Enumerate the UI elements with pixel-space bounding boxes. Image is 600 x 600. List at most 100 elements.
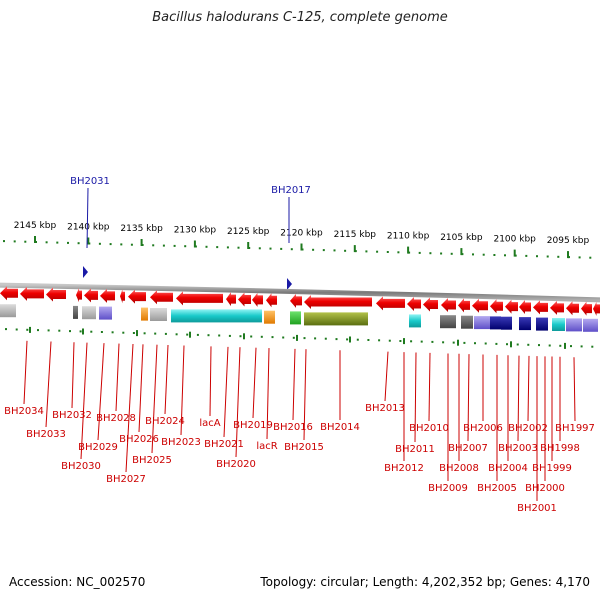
lower-minor-tick	[47, 329, 50, 332]
lower-minor-tick	[484, 342, 487, 345]
gene-arrow-icon	[238, 292, 251, 307]
gene-leader-line	[80, 342, 88, 460]
lower-minor-tick	[228, 334, 231, 337]
lower-minor-tick	[58, 329, 61, 332]
lower-minor-tick	[132, 332, 135, 334]
marker-leader-line	[86, 187, 89, 249]
feature-block	[552, 318, 565, 331]
lower-minor-tick	[516, 343, 519, 346]
scale-minor-tick	[472, 253, 474, 256]
lower-minor-tick	[69, 330, 71, 333]
gene-label: BH2033	[26, 429, 66, 440]
lower-minor-tick	[196, 333, 199, 336]
scale-minor-tick	[56, 241, 59, 244]
gene-arrow-icon	[376, 296, 405, 311]
scale-minor-tick	[77, 242, 80, 245]
gene-label: BH2010	[409, 423, 449, 434]
lower-minor-tick	[335, 338, 338, 341]
scale-major-tick	[87, 237, 90, 245]
gene-arrow-icon	[150, 290, 173, 305]
lower-minor-tick	[111, 331, 114, 334]
feature-block	[440, 315, 456, 329]
lower-major-tick	[457, 339, 459, 346]
lower-minor-tick	[324, 337, 327, 340]
scale-major-tick	[140, 239, 143, 246]
scale-minor-tick	[312, 248, 315, 251]
lower-minor-tick	[260, 335, 263, 338]
gene-leader-line	[467, 354, 470, 442]
marker-label: BH2031	[70, 176, 110, 187]
gene-label: BH2008	[439, 463, 479, 474]
lower-major-tick	[189, 331, 191, 338]
gene-arrow-icon	[100, 288, 115, 303]
gene-label: BH2020	[216, 459, 256, 470]
feature-block	[409, 314, 421, 328]
scale-ticks	[3, 236, 592, 259]
gene-arrow-icon	[566, 301, 579, 316]
gene-arrow-icon	[533, 300, 548, 315]
feature-block	[566, 318, 582, 332]
feature-block	[461, 315, 473, 329]
scale-major-tick	[247, 242, 250, 249]
gene-label: BH2004	[488, 463, 528, 474]
gene-label: BH2011	[395, 444, 435, 455]
gene-leader-line	[428, 352, 431, 422]
lower-minor-tick	[303, 337, 306, 340]
feature-block	[304, 312, 368, 326]
gene-label: BH2034	[4, 406, 44, 417]
gene-label: BH2032	[52, 410, 92, 421]
scale-minor-tick	[397, 251, 400, 254]
scale-label: 2145 kbp	[14, 221, 57, 231]
gene-label: BH2027	[106, 474, 146, 485]
feature-block	[73, 305, 78, 319]
scale-minor-tick	[429, 252, 432, 255]
gene-label: BH2025	[132, 455, 172, 466]
scale-minor-tick	[173, 244, 176, 247]
scale-minor-tick	[162, 244, 165, 247]
scale-minor-tick	[504, 254, 506, 257]
scale-label: 2105 kbp	[440, 233, 483, 243]
gene-leader-line	[71, 342, 75, 409]
lower-minor-tick	[495, 342, 498, 345]
gene-arrow-icon	[226, 292, 236, 307]
lower-major-tick	[564, 342, 566, 349]
lower-minor-tick	[378, 339, 381, 342]
scale-major-tick	[460, 248, 463, 256]
gene-leader-line	[252, 347, 257, 419]
scale-minor-tick	[344, 249, 347, 252]
gene-leader-line	[292, 348, 296, 421]
gene-label: BH2012	[384, 463, 424, 474]
scale-major-tick	[34, 236, 36, 243]
scale-labels: 2145 kbp 2140 kbp 2135 kbp 2130 kbp 2125 kbp…	[14, 221, 590, 246]
gene-label: BH2023	[161, 437, 201, 448]
gene-leader-line	[180, 345, 185, 436]
scale-minor-tick	[536, 255, 538, 258]
lower-tick-row	[5, 326, 594, 349]
gene-arrow-icon	[176, 291, 223, 306]
lower-minor-tick	[506, 343, 508, 346]
page-title: Bacillus halodurans C-125, complete geno…	[152, 10, 448, 25]
scale-minor-tick	[525, 254, 528, 257]
scale-label: 2125 kbp	[227, 227, 270, 237]
scale-minor-tick	[280, 247, 283, 250]
feature-block	[519, 317, 531, 331]
scale-minor-tick	[546, 255, 549, 258]
gene-label: BH2019	[233, 420, 273, 431]
lower-minor-tick	[367, 339, 370, 341]
lower-minor-tick	[186, 333, 189, 336]
scale-major-tick	[300, 243, 303, 251]
feature-block	[264, 310, 275, 324]
gene-label: BH2029	[78, 442, 118, 453]
gene-leader-line	[266, 348, 270, 440]
scale-minor-tick	[205, 245, 208, 248]
scale-minor-tick	[24, 240, 27, 243]
gene-label: BH2013	[365, 403, 405, 414]
gene-arrow-icon	[252, 292, 263, 307]
feature-block	[583, 318, 598, 332]
gene-leader-line	[115, 343, 120, 412]
lower-minor-tick	[218, 334, 221, 337]
scale-major-tick	[193, 240, 196, 248]
lower-minor-tick	[122, 331, 125, 334]
gene-leader-line	[164, 345, 169, 415]
